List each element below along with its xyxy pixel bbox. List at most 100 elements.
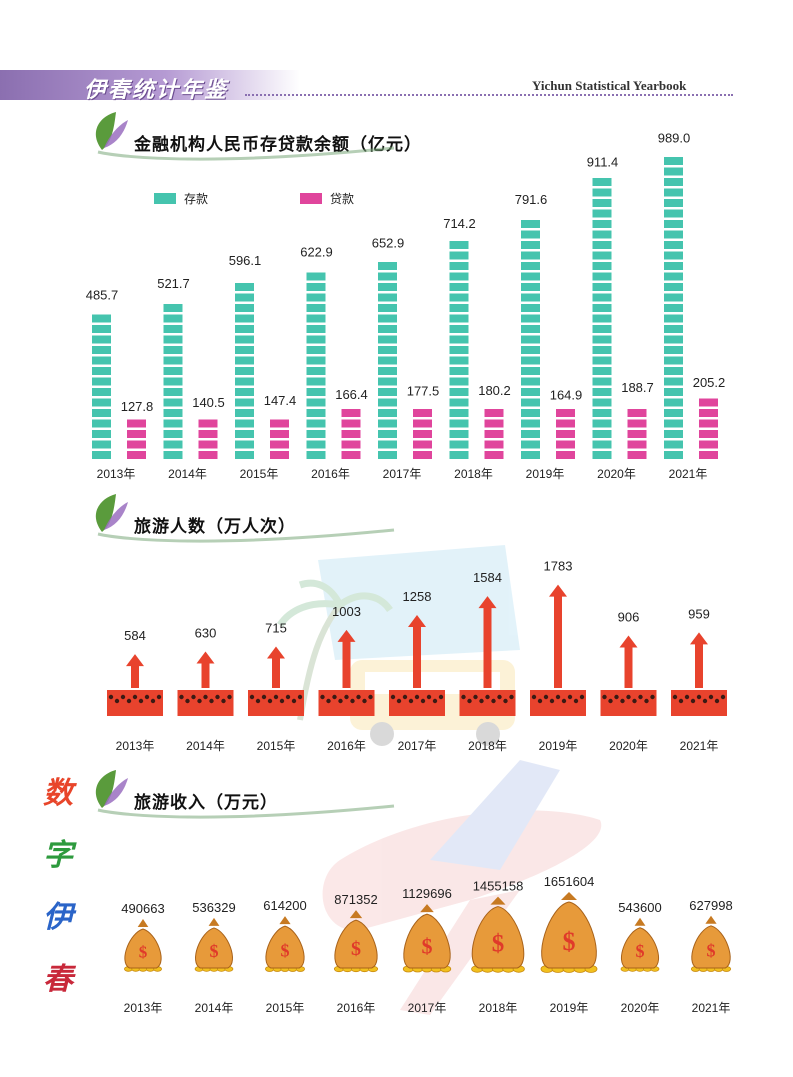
title-swoosh xyxy=(97,146,395,161)
bag-knot xyxy=(279,916,291,925)
bar-segment xyxy=(664,157,683,165)
bag-body xyxy=(471,906,525,969)
bar-segment xyxy=(449,398,469,407)
bar-segment xyxy=(378,377,397,386)
bar-segment xyxy=(378,451,397,459)
bar-segment xyxy=(664,199,683,207)
income-value-label-2: 536329 xyxy=(192,900,235,915)
bar-segment xyxy=(592,388,612,396)
bar-segment xyxy=(270,430,289,438)
tourist-year-label-4: 2016年 xyxy=(327,739,366,753)
crowd-base xyxy=(671,690,727,716)
tourist-arrow-1 xyxy=(126,654,144,688)
crowd-person xyxy=(108,694,114,700)
bar-segment xyxy=(592,188,612,197)
crowd-base xyxy=(177,690,234,716)
bar-segment xyxy=(592,346,612,354)
bar-segment xyxy=(92,440,111,449)
finance-year-label-3: 2015年 xyxy=(240,467,279,481)
finance-year-label-6: 2018年 xyxy=(454,467,493,481)
butterfly-wing xyxy=(104,120,128,148)
leaf-shape xyxy=(95,112,116,150)
loan-bar-4 xyxy=(341,409,361,459)
bar-segment xyxy=(378,325,397,333)
crowd-person xyxy=(221,698,226,704)
tourist-value-label-2: 630 xyxy=(195,625,217,640)
crowd-person xyxy=(362,698,367,704)
arrow-head xyxy=(196,651,215,664)
dollar-sign-icon: $ xyxy=(210,941,219,961)
income-year-label-4: 2016年 xyxy=(337,1001,376,1015)
income-value-label-9: 627998 xyxy=(689,898,732,913)
bar-segment xyxy=(627,430,647,438)
bar-segment xyxy=(699,409,718,417)
crowd-person xyxy=(567,694,573,700)
bar-segment xyxy=(235,451,254,459)
tourist-value-label-1: 584 xyxy=(124,628,146,643)
tourist-arrow-9 xyxy=(690,632,708,688)
yearbook-title: 伊春统计年鉴 xyxy=(84,78,229,103)
crowd-base xyxy=(389,690,445,716)
bag-knot xyxy=(705,915,717,924)
tourist-arrow-3 xyxy=(267,646,285,688)
crowd-person xyxy=(114,698,120,704)
crowd-person xyxy=(179,694,184,700)
bar-segment xyxy=(306,367,326,375)
bar-segment xyxy=(699,451,718,459)
tourist-value-label-8: 906 xyxy=(618,609,640,624)
arrow-head xyxy=(690,632,708,645)
crowd-person xyxy=(690,698,696,704)
deposit-bar-8 xyxy=(592,178,612,459)
bg-bus-window xyxy=(365,672,500,694)
bar-segment xyxy=(235,409,254,417)
bar-segment xyxy=(484,451,504,459)
loan-value-label-1: 127.8 xyxy=(121,399,154,414)
loan-value-label-8: 188.7 xyxy=(621,380,654,395)
bar-segment xyxy=(664,167,683,176)
crowd-person xyxy=(461,694,466,700)
bg-wheel-right xyxy=(476,722,500,746)
bar-segment xyxy=(198,419,218,428)
crowd-person xyxy=(255,698,261,704)
finance-year-label-8: 2020年 xyxy=(597,467,636,481)
bar-segment xyxy=(378,398,397,407)
loan-bar-9 xyxy=(699,398,718,459)
bar-segment xyxy=(163,430,183,438)
bar-segment xyxy=(484,409,504,417)
bar-segment xyxy=(449,430,469,438)
bar-segment xyxy=(664,262,683,270)
bar-segment xyxy=(449,409,469,417)
crowd-person xyxy=(420,698,426,704)
crowd-person xyxy=(326,698,331,704)
deposit-value-label-5: 652.9 xyxy=(372,235,405,250)
income-value-label-6: 1455158 xyxy=(473,879,524,894)
bar-segment xyxy=(521,419,540,428)
bag-body xyxy=(541,901,597,969)
plane-body xyxy=(322,810,602,931)
title-swoosh xyxy=(97,804,395,819)
bar-segment xyxy=(592,367,612,375)
bar-segment xyxy=(521,398,540,407)
bar-segment xyxy=(664,356,683,365)
finance-year-label-5: 2017年 xyxy=(383,467,422,481)
bar-segment xyxy=(235,419,254,428)
bar-segment xyxy=(664,335,683,344)
crowd-person xyxy=(626,694,631,700)
deposit-bar-4 xyxy=(306,272,326,459)
bar-segment xyxy=(163,367,183,375)
bar-segment xyxy=(664,367,683,375)
bar-segment xyxy=(449,283,469,291)
crowd-person xyxy=(356,694,361,700)
arrow-shaft xyxy=(695,642,703,688)
deposit-value-label-2: 521.7 xyxy=(157,276,190,291)
bar-segment xyxy=(378,388,397,396)
crowd-person xyxy=(438,694,444,700)
legend-loan-swatch xyxy=(300,193,322,204)
crowd-person xyxy=(702,698,708,704)
bar-segment xyxy=(664,430,683,438)
deposit-bar-9 xyxy=(664,157,683,459)
crowd-person xyxy=(344,694,349,700)
legend-deposit-swatch xyxy=(154,193,176,204)
bar-segment xyxy=(664,178,683,186)
dollar-sign-icon: $ xyxy=(636,941,645,961)
